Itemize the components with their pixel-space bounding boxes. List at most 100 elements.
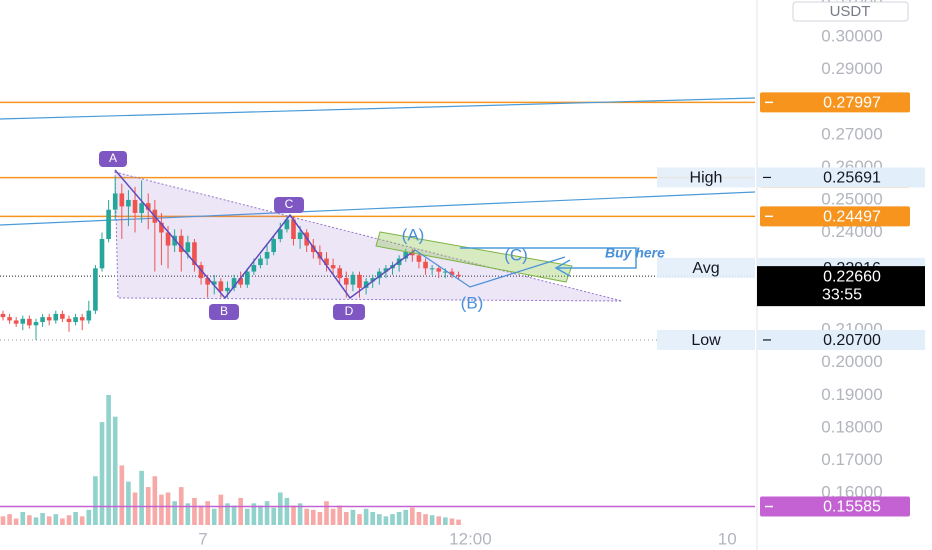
stat-value: 0.25691 xyxy=(823,170,881,187)
quote-button[interactable] xyxy=(792,1,909,22)
volume-bar xyxy=(20,512,26,525)
volume-bar xyxy=(185,503,191,525)
volume-bar xyxy=(238,497,243,525)
candle-body xyxy=(370,278,376,282)
candle-body xyxy=(13,320,19,324)
point-box xyxy=(209,304,239,320)
candle-body xyxy=(277,229,283,240)
volume-bar xyxy=(225,503,230,525)
wave-label: (A) xyxy=(402,225,425,244)
candle-body xyxy=(271,239,276,253)
candle-body xyxy=(211,281,217,285)
candle-body xyxy=(66,318,72,323)
volume-bar xyxy=(383,516,389,525)
candle-body xyxy=(416,255,422,262)
candle-body xyxy=(410,252,415,256)
volume-bar xyxy=(337,505,343,525)
candle-body xyxy=(436,268,442,272)
last-price-label: 0.22660 xyxy=(823,268,881,285)
volume-bar xyxy=(99,422,105,525)
candle-body xyxy=(93,268,98,311)
volume-bar xyxy=(112,416,118,525)
volume-bar xyxy=(66,515,72,525)
quote-label[interactable]: USDT xyxy=(830,3,871,20)
volume-bar xyxy=(310,509,316,525)
candle-body xyxy=(264,252,270,259)
stat-name-box xyxy=(657,257,755,278)
countdown: 33:55 xyxy=(822,286,862,303)
candle-body xyxy=(99,239,105,269)
stat-name: High xyxy=(690,170,723,187)
candle-body xyxy=(337,268,343,279)
stat-name-box xyxy=(657,329,755,350)
y-tick-label: 0.24000 xyxy=(821,222,882,241)
x-tick-label: 7 xyxy=(198,529,207,548)
candle-body xyxy=(165,232,171,246)
candle-body xyxy=(106,209,111,240)
volume-bar xyxy=(304,508,309,525)
volume-bar xyxy=(73,512,78,525)
y-tick-label: 0.20000 xyxy=(821,352,882,371)
candle-body xyxy=(244,271,250,285)
price-box xyxy=(760,496,910,517)
volume-bar xyxy=(390,514,395,525)
candle-body xyxy=(46,317,52,321)
point-box xyxy=(274,197,304,213)
volume-bar xyxy=(416,512,422,525)
stat-name: Low xyxy=(691,332,721,349)
candle-body xyxy=(112,193,118,210)
volume-bar xyxy=(79,516,85,525)
volume-bar xyxy=(324,501,329,525)
candle-body xyxy=(363,281,369,288)
volume-bar xyxy=(377,514,382,525)
buy-arrow xyxy=(460,247,637,269)
volume-bar xyxy=(443,517,448,525)
price-label: 0.15585 xyxy=(823,499,881,516)
y-tick-label: 0.17000 xyxy=(821,450,882,469)
channel xyxy=(375,231,573,283)
volume-bar xyxy=(264,501,270,525)
candle-body xyxy=(225,287,230,292)
volume-bar xyxy=(27,515,32,525)
candle-body xyxy=(33,322,39,326)
abcd-pattern xyxy=(114,169,416,300)
volume-bar xyxy=(258,505,263,525)
volume-bar xyxy=(297,503,303,525)
volume-bar xyxy=(363,508,369,525)
candle-body xyxy=(178,235,184,253)
volume-bar xyxy=(159,494,164,525)
y-tick-label: 0.29000 xyxy=(821,59,882,78)
volume-bar xyxy=(370,512,376,525)
candle-body xyxy=(251,265,257,272)
volume-bar xyxy=(53,514,59,525)
volume-bar xyxy=(330,508,336,525)
volume-bar xyxy=(277,492,283,525)
x-tick-label: 10 xyxy=(718,529,737,548)
price-label: 0.27997 xyxy=(823,95,881,112)
volume-bar xyxy=(7,514,12,525)
point-label: C xyxy=(285,197,294,211)
candle-body xyxy=(310,245,316,253)
y-tick-label: 0.30000 xyxy=(821,27,882,46)
wave-label: (B) xyxy=(461,293,484,312)
stat-name: Avg xyxy=(692,260,719,277)
candle-body xyxy=(159,222,164,233)
volume-bar xyxy=(244,508,250,525)
volume-bar xyxy=(126,481,131,525)
y-tick-label: 0.25000 xyxy=(821,189,882,208)
candle-body xyxy=(192,242,197,266)
candle-body xyxy=(218,281,224,292)
volume-bar xyxy=(343,512,349,525)
candle-body xyxy=(40,317,45,323)
candle-body xyxy=(27,318,32,326)
volume-bar xyxy=(152,476,158,525)
volume-bar xyxy=(291,505,296,525)
candle-body xyxy=(7,317,12,321)
y-tick-label: 0.18000 xyxy=(821,417,882,436)
arrow-head xyxy=(554,259,571,277)
projection xyxy=(414,249,566,288)
volume-bar xyxy=(350,509,356,525)
volume-bar xyxy=(106,395,111,525)
candle-body xyxy=(291,219,296,240)
